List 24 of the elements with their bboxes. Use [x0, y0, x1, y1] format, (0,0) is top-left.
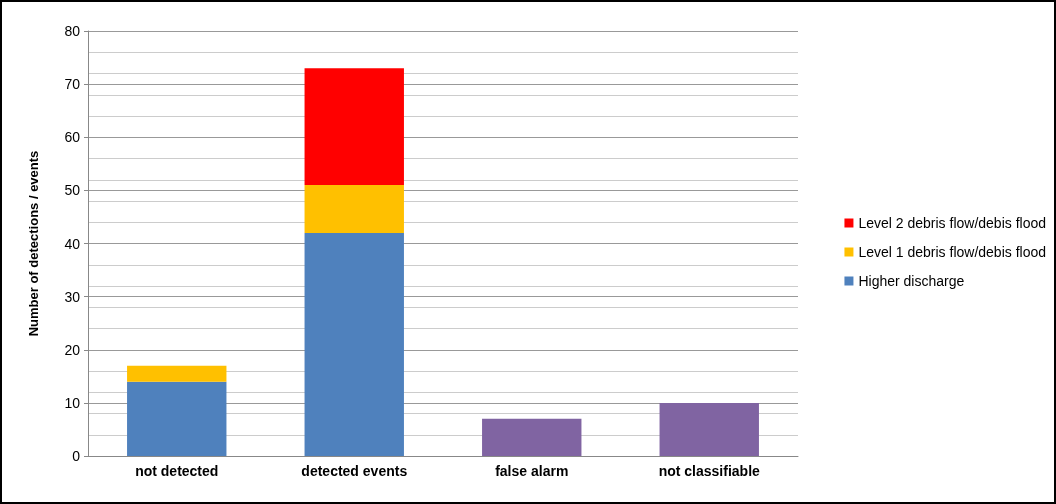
y-tick-label: 60 — [64, 129, 81, 146]
bar — [659, 402, 759, 456]
y-tick-label: 20 — [64, 341, 81, 358]
bar — [127, 365, 227, 382]
y-tick-label: 10 — [64, 394, 81, 411]
y-tick-label: 0 — [72, 448, 81, 464]
legend-label: Level 2 debris flow/debis flood — [858, 215, 1046, 231]
legend-label: Higher discharge — [858, 273, 965, 289]
y-tick-label: 80 — [64, 23, 81, 39]
bar — [127, 381, 227, 456]
x-tick-label: false alarm — [495, 463, 569, 479]
y-tick-label: 50 — [64, 182, 81, 199]
x-tick-label: detected events — [301, 463, 408, 479]
y-tick-label: 70 — [64, 76, 81, 93]
y-tick-label: 30 — [64, 288, 81, 305]
bar — [482, 418, 582, 456]
y-tick-label: 40 — [64, 235, 81, 252]
bar — [304, 232, 404, 456]
y-axis-title: Number of detections / events — [26, 150, 41, 337]
x-tick-label: not detected — [135, 463, 219, 479]
bar — [304, 185, 404, 233]
x-tick-label: not classifiable — [658, 463, 761, 479]
bar — [304, 68, 404, 186]
legend-label: Level 1 debris flow/debis flood — [858, 244, 1046, 260]
